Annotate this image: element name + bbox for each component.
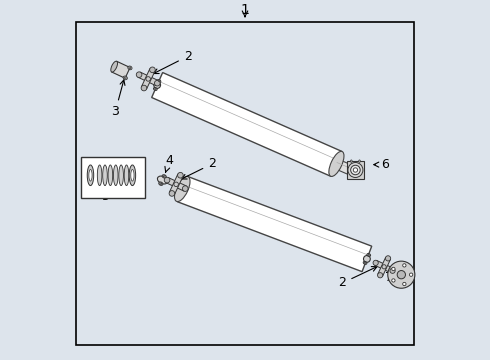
Ellipse shape (373, 260, 378, 265)
Ellipse shape (89, 170, 92, 181)
Ellipse shape (157, 176, 168, 184)
Ellipse shape (141, 85, 147, 91)
Polygon shape (170, 174, 183, 195)
Ellipse shape (162, 175, 166, 178)
Polygon shape (138, 72, 158, 86)
Ellipse shape (87, 165, 94, 186)
Ellipse shape (353, 168, 358, 172)
Ellipse shape (136, 72, 142, 77)
Text: 1: 1 (241, 3, 249, 17)
Ellipse shape (128, 66, 132, 70)
Text: 2: 2 (182, 157, 216, 179)
Ellipse shape (351, 165, 360, 175)
Ellipse shape (403, 264, 406, 267)
Ellipse shape (163, 176, 165, 177)
Ellipse shape (382, 265, 386, 269)
Ellipse shape (158, 80, 160, 82)
Ellipse shape (177, 172, 183, 178)
Text: 6: 6 (374, 158, 389, 171)
Ellipse shape (359, 160, 360, 162)
Ellipse shape (390, 268, 395, 273)
Ellipse shape (159, 182, 163, 185)
Bar (346, 161, 364, 179)
Polygon shape (177, 176, 372, 272)
Polygon shape (152, 73, 342, 176)
Ellipse shape (392, 267, 395, 271)
Ellipse shape (403, 282, 406, 285)
Ellipse shape (119, 165, 123, 186)
Ellipse shape (157, 80, 161, 82)
Text: 2: 2 (153, 50, 192, 73)
Ellipse shape (154, 80, 160, 86)
Text: 4: 4 (165, 154, 173, 172)
Bar (81, 157, 146, 198)
Ellipse shape (131, 170, 134, 181)
Ellipse shape (388, 261, 415, 288)
Ellipse shape (386, 256, 391, 261)
Text: 2: 2 (339, 267, 377, 289)
Ellipse shape (146, 77, 150, 81)
Ellipse shape (363, 261, 367, 264)
Ellipse shape (123, 76, 127, 80)
Ellipse shape (160, 183, 162, 184)
Ellipse shape (164, 177, 170, 183)
Ellipse shape (114, 165, 118, 186)
Ellipse shape (364, 256, 370, 262)
Ellipse shape (169, 191, 175, 196)
Polygon shape (378, 257, 391, 276)
Ellipse shape (108, 165, 113, 186)
Ellipse shape (129, 165, 136, 186)
Ellipse shape (154, 82, 161, 89)
Ellipse shape (129, 67, 131, 69)
Ellipse shape (392, 279, 395, 282)
Ellipse shape (124, 77, 126, 79)
Ellipse shape (98, 165, 102, 186)
Text: 7: 7 (386, 271, 400, 284)
Polygon shape (142, 69, 155, 89)
Ellipse shape (182, 186, 188, 192)
Ellipse shape (348, 162, 363, 177)
Ellipse shape (111, 61, 118, 72)
Text: 5: 5 (102, 190, 110, 203)
Polygon shape (112, 61, 130, 78)
Text: 3: 3 (111, 80, 125, 118)
Ellipse shape (367, 253, 370, 256)
Ellipse shape (154, 88, 156, 90)
Ellipse shape (410, 273, 413, 276)
Ellipse shape (350, 160, 352, 162)
Ellipse shape (378, 273, 383, 278)
Ellipse shape (329, 151, 344, 176)
Ellipse shape (153, 87, 157, 90)
Polygon shape (374, 261, 393, 273)
Ellipse shape (103, 165, 107, 186)
Ellipse shape (124, 165, 129, 186)
Polygon shape (166, 177, 187, 191)
Ellipse shape (174, 176, 190, 202)
Ellipse shape (149, 67, 155, 73)
Ellipse shape (174, 182, 178, 186)
Ellipse shape (368, 254, 369, 256)
Ellipse shape (397, 271, 405, 279)
Ellipse shape (365, 262, 366, 264)
Polygon shape (335, 159, 362, 179)
